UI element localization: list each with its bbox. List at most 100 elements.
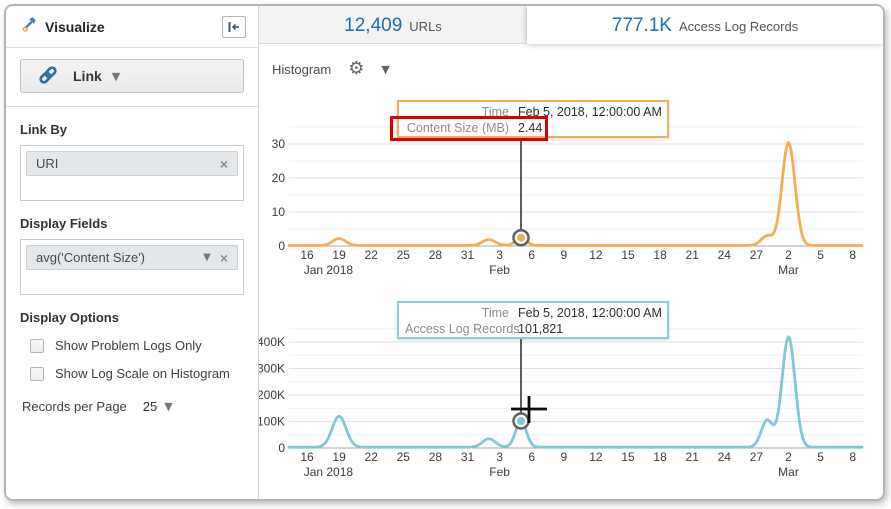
tooltip-value: 101,821 — [518, 322, 564, 336]
svg-text:2: 2 — [785, 450, 792, 464]
visualization-type-row: Link ▼ — [6, 48, 258, 107]
link-visualization-button[interactable]: Link ▼ — [20, 59, 244, 93]
tooltip-value: Feb 5, 2018, 12:00:00 AM — [518, 306, 662, 320]
checkbox-show-log-scale[interactable]: Show Log Scale on Histogram — [30, 366, 244, 381]
tooltip-value: 2.44 — [518, 121, 543, 135]
visualize-sidebar: Visualize Link ▼ — [6, 6, 259, 499]
checkbox-label: Show Log Scale on Histogram — [55, 366, 230, 381]
svg-text:28: 28 — [429, 248, 443, 262]
svg-text:19: 19 — [332, 450, 346, 464]
link-by-field[interactable]: URI × — [20, 145, 244, 201]
checkbox-icon[interactable] — [30, 366, 44, 381]
checkbox-label: Show Problem Logs Only — [55, 338, 202, 353]
display-options-label: Display Options — [20, 310, 119, 325]
svg-text:24: 24 — [718, 248, 732, 262]
svg-text:0: 0 — [278, 239, 285, 253]
tab-count: 777.1K — [611, 15, 672, 36]
svg-text:300K: 300K — [259, 362, 285, 376]
records-per-page-label: Records per Page — [22, 399, 127, 414]
chip-label: avg('Content Size') — [36, 250, 146, 265]
display-fields-label: Display Fields — [20, 216, 108, 231]
svg-text:15: 15 — [621, 450, 635, 464]
svg-text:18: 18 — [653, 450, 667, 464]
tab-label: Access Log Records — [679, 19, 799, 34]
svg-text:400K: 400K — [259, 335, 285, 349]
checkbox-show-problem-logs[interactable]: Show Problem Logs Only — [30, 338, 244, 353]
records-per-page-value[interactable]: 25 — [142, 399, 158, 414]
gear-icon[interactable]: ⚙ — [348, 58, 365, 79]
svg-text:9: 9 — [560, 450, 567, 464]
svg-text:30: 30 — [272, 137, 286, 151]
svg-text:Feb: Feb — [489, 465, 510, 479]
link-by-label: Link By — [20, 122, 67, 137]
chevron-down-icon[interactable]: ▼ — [381, 62, 390, 76]
chip-label: URI — [36, 156, 59, 171]
svg-text:2: 2 — [785, 248, 792, 262]
svg-text:Mar: Mar — [778, 465, 799, 479]
svg-text:22: 22 — [365, 248, 379, 262]
tooltip-value: Feb 5, 2018, 12:00:00 AM — [518, 105, 662, 119]
sidebar-title: Visualize — [45, 18, 105, 35]
svg-text:100K: 100K — [259, 415, 285, 429]
svg-text:27: 27 — [750, 450, 764, 464]
checkbox-icon[interactable] — [30, 338, 44, 353]
svg-text:21: 21 — [686, 248, 700, 262]
svg-text:8: 8 — [849, 248, 856, 262]
tooltip-label: Time — [481, 105, 509, 119]
svg-text:12: 12 — [589, 450, 603, 464]
link-chain-icon — [37, 65, 59, 88]
tooltip-label: Access Log Records — [405, 322, 520, 336]
access-log-tooltip: Time Feb 5, 2018, 12:00:00 AM Access Log… — [397, 301, 669, 339]
svg-text:31: 31 — [461, 450, 475, 464]
svg-text:8: 8 — [849, 450, 856, 464]
tooltip-label: Time — [481, 306, 509, 320]
svg-text:Jan 2018: Jan 2018 — [304, 263, 354, 277]
visualize-icon — [20, 15, 38, 38]
svg-text:27: 27 — [750, 248, 764, 262]
svg-text:6: 6 — [528, 450, 535, 464]
display-field-chip[interactable]: avg('Content Size') ▼ × — [26, 245, 238, 270]
svg-text:Jan 2018: Jan 2018 — [304, 465, 354, 479]
histogram-toolbar: Histogram ⚙ ▼ — [272, 60, 390, 78]
svg-text:31: 31 — [461, 248, 475, 262]
svg-text:22: 22 — [365, 450, 379, 464]
link-button-label: Link — [73, 68, 102, 84]
chevron-down-icon: ▼ — [111, 69, 121, 83]
svg-text:5: 5 — [817, 450, 824, 464]
remove-chip-icon[interactable]: × — [219, 249, 228, 266]
svg-text:6: 6 — [528, 248, 535, 262]
tab-count: 12,409 — [344, 15, 403, 36]
tab-urls[interactable]: 12,409 URLs — [259, 6, 527, 43]
svg-text:Feb: Feb — [489, 263, 510, 277]
remove-chip-icon[interactable]: × — [219, 155, 228, 172]
svg-text:12: 12 — [589, 248, 603, 262]
svg-text:19: 19 — [332, 248, 346, 262]
sidebar-body: Link By URI × Display Fields avg('Conten… — [6, 122, 258, 414]
svg-text:10: 10 — [272, 205, 286, 219]
svg-text:0: 0 — [278, 441, 285, 455]
histogram-label: Histogram — [272, 61, 332, 77]
chevron-down-icon[interactable]: ▼ — [164, 400, 173, 413]
link-by-chip[interactable]: URI × — [26, 151, 238, 176]
sidebar-header: Visualize — [6, 6, 258, 48]
collapse-panel-icon[interactable] — [222, 15, 246, 38]
svg-text:18: 18 — [653, 248, 667, 262]
display-fields-field[interactable]: avg('Content Size') ▼ × — [20, 239, 244, 295]
svg-text:15: 15 — [621, 248, 635, 262]
app-window: Visualize Link ▼ — [4, 4, 885, 501]
svg-text:9: 9 — [560, 248, 567, 262]
tab-bar: 12,409 URLs 777.1K Access Log Records — [259, 6, 883, 44]
svg-text:16: 16 — [300, 248, 314, 262]
svg-text:3: 3 — [496, 450, 503, 464]
svg-text:200K: 200K — [259, 388, 285, 402]
svg-text:16: 16 — [300, 450, 314, 464]
svg-text:Mar: Mar — [778, 263, 799, 277]
tab-access-log-records[interactable]: 777.1K Access Log Records — [527, 6, 883, 44]
chevron-down-icon[interactable]: ▼ — [203, 252, 211, 263]
svg-text:20: 20 — [272, 171, 286, 185]
svg-text:25: 25 — [397, 248, 411, 262]
svg-text:5: 5 — [817, 248, 824, 262]
svg-text:24: 24 — [718, 450, 732, 464]
tooltip-label: Content Size (MB) — [406, 121, 509, 135]
